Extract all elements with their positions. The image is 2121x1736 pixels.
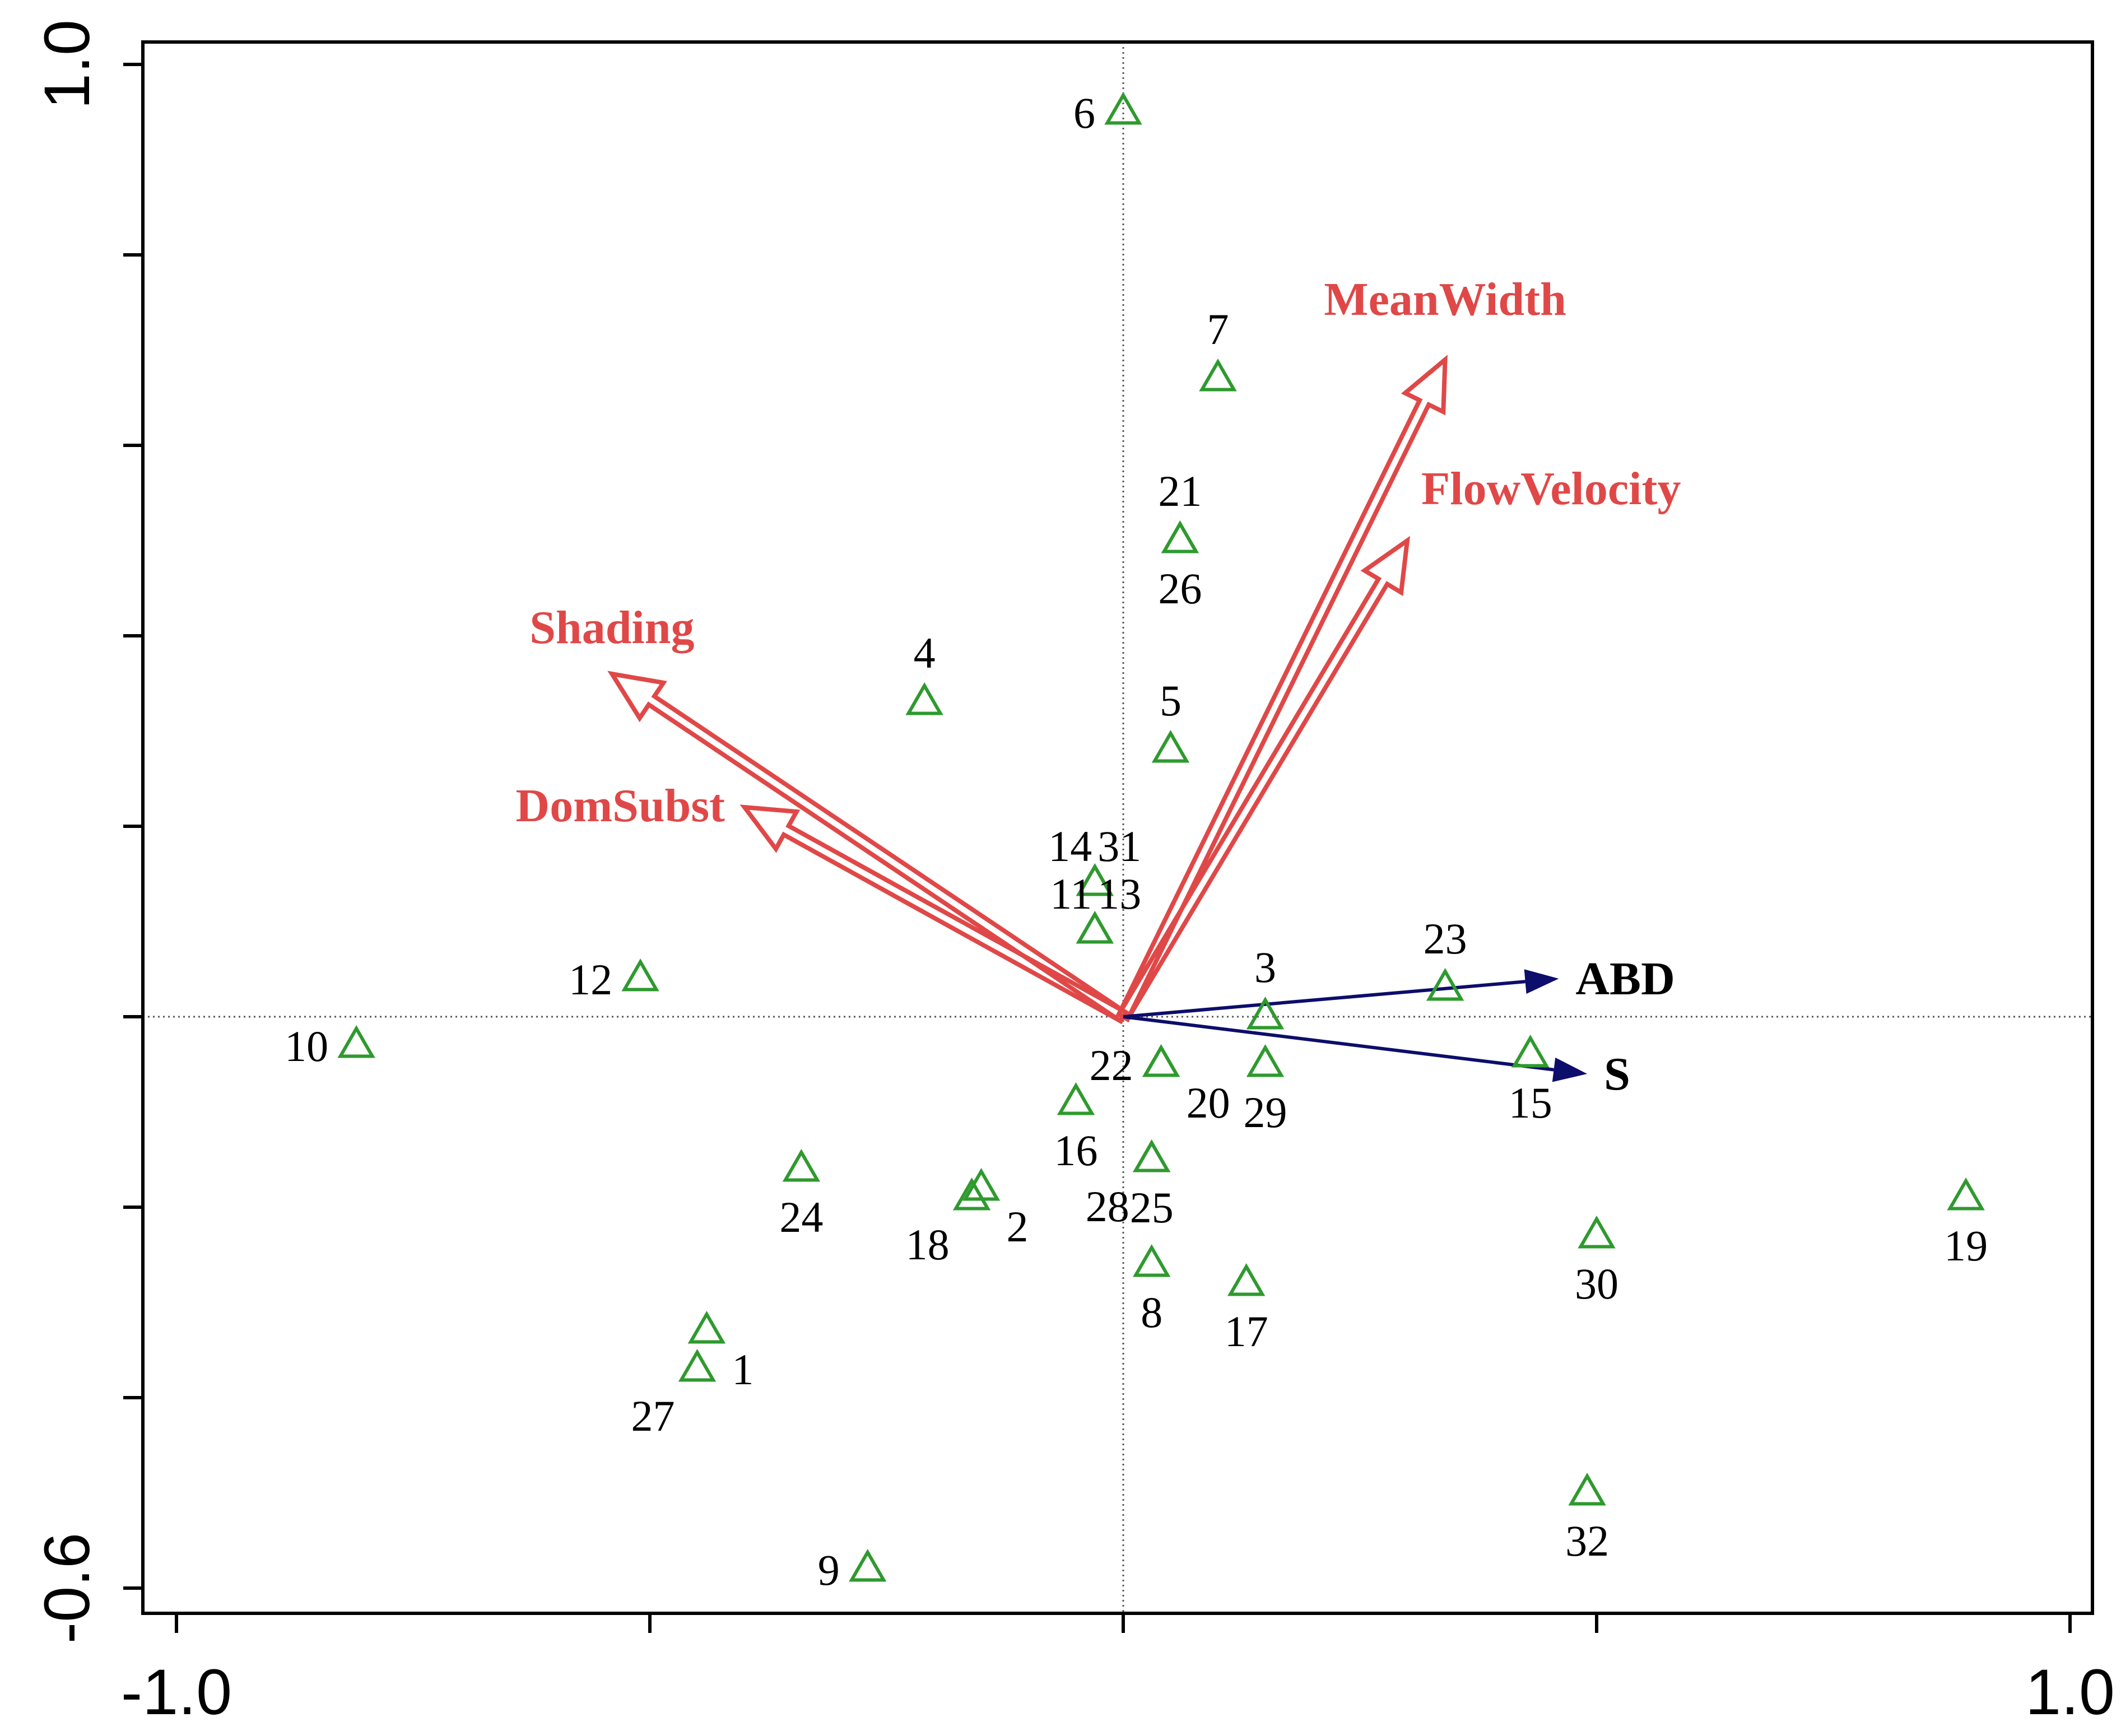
- site-marker-30: [1578, 1215, 1616, 1249]
- site-label-23: 23: [1424, 914, 1467, 963]
- environment-vectors: [607, 355, 1448, 1025]
- response-arrowhead-abd: [1524, 969, 1559, 994]
- site-marker-5: [1151, 729, 1190, 763]
- env-arrow-domsubst: [739, 804, 1129, 1025]
- site-marker-20: [1142, 1044, 1180, 1077]
- site-label-27: 27: [631, 1391, 675, 1440]
- site-marker-32: [1568, 1472, 1606, 1506]
- x-tick-label: -1.0: [121, 1656, 232, 1728]
- site-label-17: 17: [1225, 1307, 1268, 1356]
- response-arrow-abd: [1123, 980, 1525, 1018]
- site-marker-31: [1076, 863, 1114, 896]
- site-marker-18: [952, 1177, 991, 1211]
- site-label-15: 15: [1509, 1078, 1552, 1127]
- site-label-7: 7: [1207, 305, 1229, 353]
- site-label-22: 22: [1090, 1041, 1133, 1090]
- site-marker-8: [1133, 1244, 1171, 1277]
- site-marker-6: [1104, 91, 1142, 125]
- site-label-18: 18: [906, 1220, 950, 1269]
- x-tick-label: 1.0: [2025, 1656, 2115, 1728]
- site-marker-26: [1161, 520, 1199, 553]
- site-label-28: 28: [1086, 1182, 1129, 1231]
- response-vectors: [1123, 969, 1588, 1082]
- site-marker-13: [1076, 910, 1114, 944]
- site-marker-22: [1142, 1044, 1180, 1077]
- site-marker-19: [1947, 1177, 1985, 1211]
- site-label-21: 21: [1158, 467, 1202, 515]
- site-label-4: 4: [914, 629, 936, 677]
- env-label-shading: Shading: [529, 602, 694, 654]
- site-label-25: 25: [1130, 1183, 1174, 1232]
- site-label-2: 2: [1007, 1202, 1029, 1251]
- site-marker-17: [1227, 1263, 1266, 1296]
- site-marker-16: [1057, 1082, 1095, 1115]
- site-marker-23: [1426, 967, 1464, 1001]
- site-marker-11: [1076, 910, 1114, 944]
- site-marker-4: [905, 682, 943, 715]
- site-marker-9: [849, 1548, 887, 1582]
- site-marker-7: [1199, 358, 1237, 392]
- site-label-30: 30: [1575, 1259, 1618, 1308]
- site-label-20: 20: [1187, 1078, 1230, 1127]
- site-marker-15: [1511, 1034, 1550, 1068]
- site-marker-10: [337, 1025, 375, 1058]
- site-label-14: 14: [1048, 822, 1092, 871]
- vector-labels: MeanWidth FlowVelocity Shading DomSubst ABD S: [516, 273, 1681, 1100]
- site-marker-29: [1246, 1044, 1285, 1077]
- site-markers: [337, 91, 1985, 1582]
- env-label-meanwidth: MeanWidth: [1324, 273, 1566, 325]
- y-tick-label: 1.0: [31, 20, 103, 109]
- site-marker-21: [1161, 520, 1199, 553]
- site-label-3: 3: [1254, 943, 1276, 992]
- site-marker-1: [687, 1310, 726, 1344]
- site-label-31: 31: [1097, 822, 1141, 871]
- env-label-flowvelocity: FlowVelocity: [1421, 463, 1681, 515]
- site-marker-25: [1133, 1139, 1171, 1172]
- axis-tick-labels: -1.0 1.0 1.0 -0.6: [31, 20, 2115, 1728]
- site-label-5: 5: [1160, 676, 1182, 725]
- site-label-8: 8: [1141, 1288, 1162, 1337]
- site-label-19: 19: [1944, 1221, 1988, 1270]
- axis-ticks: [123, 63, 2072, 1633]
- site-label-11: 11: [1050, 869, 1092, 918]
- site-marker-12: [621, 958, 659, 992]
- site-marker-27: [678, 1348, 717, 1382]
- site-label-32: 32: [1565, 1516, 1609, 1565]
- env-arrow-flowvelocity: [1115, 536, 1411, 1023]
- site-marker-24: [782, 1148, 821, 1182]
- site-label-24: 24: [779, 1193, 823, 1241]
- site-label-16: 16: [1054, 1126, 1098, 1175]
- site-label-26: 26: [1158, 564, 1202, 613]
- site-marker-3: [1246, 996, 1285, 1030]
- response-label-s: S: [1604, 1048, 1630, 1100]
- site-label-9: 9: [818, 1546, 840, 1594]
- site-label-12: 12: [569, 955, 612, 1004]
- response-label-abd: ABD: [1575, 953, 1675, 1005]
- site-label-6: 6: [1073, 89, 1095, 137]
- site-label-13: 13: [1097, 869, 1141, 918]
- env-label-domsubst: DomSubst: [516, 780, 725, 832]
- y-tick-label: -0.6: [31, 1533, 103, 1644]
- site-label-29: 29: [1244, 1088, 1287, 1137]
- site-marker-28: [1133, 1139, 1171, 1172]
- response-arrowhead-s: [1552, 1057, 1588, 1082]
- site-label-1: 1: [732, 1345, 753, 1394]
- response-arrow-s: [1123, 1015, 1554, 1072]
- env-arrow-meanwidth: [1115, 355, 1448, 1022]
- site-label-10: 10: [285, 1022, 328, 1071]
